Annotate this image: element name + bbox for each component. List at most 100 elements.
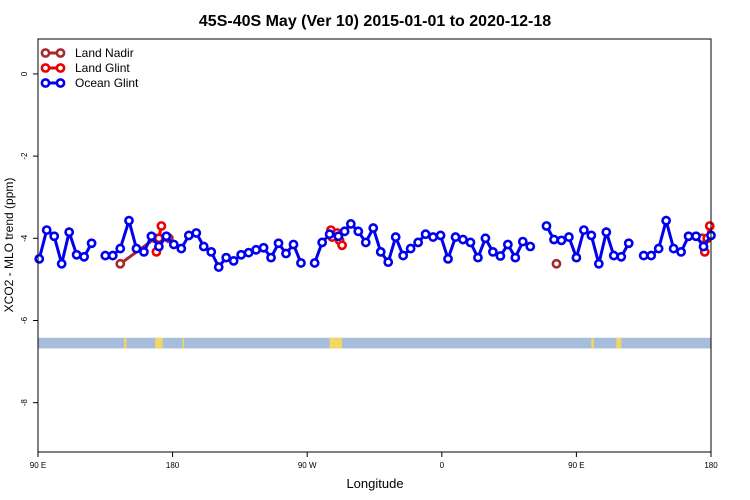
data-point bbox=[183, 230, 194, 241]
data-point bbox=[56, 258, 67, 269]
x-tick-label: 0 bbox=[440, 461, 445, 470]
legend-label: Land Nadir bbox=[75, 46, 134, 60]
x-tick-label: 90 E bbox=[568, 461, 584, 470]
data-point bbox=[309, 258, 320, 268]
data-point bbox=[86, 238, 97, 249]
map-land bbox=[155, 337, 163, 349]
data-point bbox=[435, 230, 446, 241]
data-point bbox=[698, 241, 709, 252]
data-point bbox=[502, 239, 513, 250]
data-point bbox=[420, 229, 431, 240]
legend-label: Ocean Glint bbox=[75, 76, 139, 90]
data-point bbox=[541, 221, 552, 231]
data-point bbox=[390, 232, 401, 242]
map-land bbox=[182, 337, 185, 349]
data-point bbox=[556, 235, 567, 246]
data-point bbox=[221, 252, 232, 263]
data-point bbox=[443, 253, 453, 264]
x-tick-label: 90 W bbox=[298, 461, 317, 470]
data-point bbox=[156, 221, 167, 231]
map-land bbox=[123, 337, 127, 349]
data-point bbox=[465, 237, 476, 248]
legend-marker bbox=[40, 48, 51, 58]
data-point bbox=[161, 231, 172, 242]
data-point bbox=[360, 237, 371, 248]
data-point bbox=[495, 251, 506, 261]
data-point bbox=[551, 258, 562, 269]
legend-marker bbox=[40, 78, 51, 88]
data-point bbox=[450, 232, 461, 242]
data-point bbox=[480, 233, 491, 244]
data-point bbox=[243, 247, 254, 258]
data-point bbox=[608, 250, 619, 261]
data-point bbox=[168, 239, 179, 250]
y-tick-label: -6 bbox=[20, 316, 29, 324]
data-point bbox=[375, 246, 386, 257]
data-point bbox=[405, 243, 416, 254]
data-point bbox=[64, 227, 75, 238]
data-point bbox=[41, 225, 52, 235]
data-point bbox=[428, 232, 438, 242]
data-point bbox=[206, 246, 217, 257]
legend-entry: Land Glint bbox=[40, 61, 130, 75]
chart-title: 45S-40S May (Ver 10) 2015-01-01 to 2020-… bbox=[199, 13, 551, 30]
legend-entry: Land Nadir bbox=[40, 46, 134, 60]
y-tick-label: 0 bbox=[20, 71, 29, 76]
series-ocean-glint bbox=[34, 214, 716, 272]
legend-label: Land Glint bbox=[75, 61, 130, 75]
x-tick-label: 180 bbox=[704, 461, 718, 470]
legend-entry: Ocean Glint bbox=[40, 76, 139, 90]
plot-series bbox=[34, 214, 716, 272]
data-point bbox=[578, 225, 589, 235]
data-point bbox=[473, 252, 483, 263]
data-point bbox=[517, 236, 528, 247]
data-point bbox=[49, 231, 60, 242]
data-point bbox=[593, 258, 604, 269]
data-point bbox=[198, 241, 209, 252]
data-point bbox=[324, 229, 335, 240]
data-point bbox=[638, 250, 649, 261]
data-point bbox=[281, 248, 291, 259]
legend-marker bbox=[55, 78, 66, 88]
data-point bbox=[616, 251, 627, 262]
data-point bbox=[510, 252, 521, 263]
x-tick-label: 90 E bbox=[30, 461, 46, 470]
map-ocean bbox=[38, 337, 711, 349]
data-point bbox=[191, 228, 202, 238]
data-point bbox=[115, 258, 126, 269]
data-point bbox=[107, 250, 118, 261]
data-point bbox=[131, 243, 142, 254]
data-point bbox=[571, 252, 582, 263]
y-axis-label: XCO2 - MLO trend (ppm) bbox=[2, 178, 16, 313]
data-point bbox=[413, 237, 424, 248]
data-point bbox=[296, 258, 306, 268]
y-tick-label: -4 bbox=[20, 234, 29, 242]
data-point bbox=[487, 246, 498, 257]
data-point bbox=[258, 242, 269, 253]
data-point bbox=[564, 232, 574, 242]
data-point bbox=[586, 230, 597, 241]
map-land bbox=[616, 337, 622, 349]
data-point bbox=[153, 241, 164, 252]
data-point bbox=[704, 221, 715, 231]
data-point bbox=[339, 226, 350, 237]
map-land bbox=[329, 337, 343, 349]
x-axis: 90 E 180 90 W 0 90 E 180 bbox=[30, 452, 718, 470]
data-point bbox=[139, 246, 149, 257]
data-point bbox=[146, 231, 157, 242]
data-point bbox=[661, 215, 672, 226]
data-point bbox=[236, 249, 247, 260]
data-point bbox=[124, 215, 134, 226]
map-strip bbox=[38, 337, 711, 349]
data-point bbox=[333, 231, 344, 242]
data-point bbox=[601, 227, 612, 238]
data-point bbox=[71, 249, 82, 260]
data-point bbox=[273, 238, 284, 249]
data-point bbox=[623, 238, 634, 249]
data-point bbox=[228, 256, 239, 266]
data-point bbox=[668, 243, 679, 254]
legend-marker bbox=[55, 63, 66, 73]
x-axis-label: Longitude bbox=[346, 476, 403, 491]
data-point bbox=[213, 262, 224, 272]
